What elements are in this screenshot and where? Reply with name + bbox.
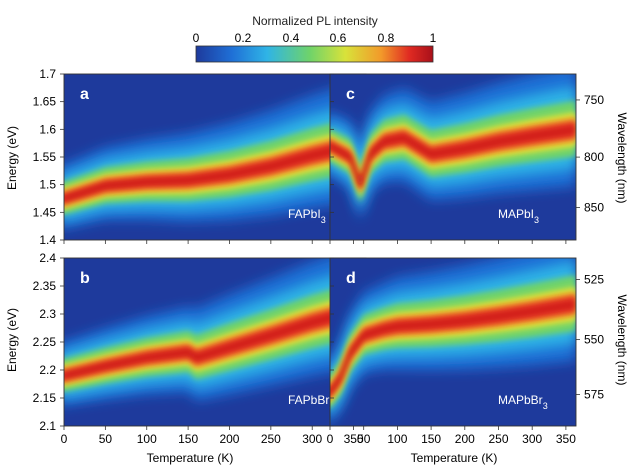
y2-tick-label: 575 bbox=[584, 388, 604, 402]
y2-tick-label: 525 bbox=[584, 273, 604, 287]
xlabel-right: Temperature (K) bbox=[411, 451, 498, 465]
material-label: MAPbBr3 bbox=[498, 393, 548, 411]
heatmap-peak-ridge bbox=[64, 141, 366, 200]
panel-label: d bbox=[346, 270, 356, 287]
y-tick-label: 1.6 bbox=[39, 122, 56, 136]
material-label: MAPbI3 bbox=[498, 207, 539, 225]
x-tick-label: 250 bbox=[261, 432, 281, 446]
colorbar bbox=[195, 45, 434, 63]
y2-tick-label: 850 bbox=[584, 201, 604, 215]
colorbar-label: Normalized PL intensity bbox=[252, 14, 378, 28]
x-tick-label: 50 bbox=[357, 432, 371, 446]
ylabel2-top: Wavelength (nm) bbox=[615, 113, 628, 204]
colorbar-tick-label: 0.2 bbox=[235, 31, 252, 45]
y-tick-label: 2.35 bbox=[33, 279, 57, 293]
panel-label: a bbox=[80, 86, 89, 103]
heatmap-peak-ridge bbox=[64, 306, 366, 378]
heatmap-band bbox=[330, 74, 576, 221]
y2-tick-label: 550 bbox=[584, 333, 604, 347]
panel-a: a FAPbI3 1.4 1.45 1.5 1.55 1.6 1.65 1.7 bbox=[33, 67, 367, 247]
heatmap-peak-ridge bbox=[330, 127, 576, 190]
heatmap-contour bbox=[64, 300, 366, 382]
colorbar-tick-label: 0.8 bbox=[378, 31, 395, 45]
material-label: FAPbI3 bbox=[288, 207, 326, 225]
y-tick-label: 1.65 bbox=[33, 95, 57, 109]
x-tick-label: 350 bbox=[556, 432, 576, 446]
x-tick-label: 300 bbox=[302, 432, 322, 446]
xlabel-left: Temperature (K) bbox=[147, 451, 234, 465]
colorbar-tick-label: 0 bbox=[193, 31, 200, 45]
x-tick-label: 150 bbox=[178, 432, 198, 446]
heatmap-band bbox=[64, 78, 366, 229]
heatmap-contour bbox=[330, 295, 576, 398]
heatmap-band bbox=[64, 258, 366, 406]
y-tick-label: 1.55 bbox=[33, 150, 57, 164]
ylabel-top: Energy (eV) bbox=[5, 126, 19, 190]
panels: a FAPbI3 1.4 1.45 1.5 1.55 1.6 1.65 1.7 c MAPbI3 75… bbox=[33, 67, 605, 446]
colorbar-tick-label: 0.4 bbox=[283, 31, 300, 45]
x-tick-label: 200 bbox=[219, 432, 239, 446]
y-tick-label: 2.2 bbox=[39, 363, 56, 377]
y-tick-label: 2.25 bbox=[33, 335, 57, 349]
panel-label: b bbox=[80, 270, 90, 287]
x-tick-label: 0 bbox=[327, 432, 334, 446]
y-tick-label: 2.15 bbox=[33, 391, 57, 405]
panel-c: c MAPbI3 750 800 850 bbox=[329, 73, 604, 244]
x-tick-label: 50 bbox=[99, 432, 113, 446]
colorbar-tick-label: 0.6 bbox=[330, 31, 347, 45]
y2-tick-label: 750 bbox=[584, 93, 604, 107]
y-tick-label: 1.4 bbox=[39, 233, 56, 247]
x-tick-label: 250 bbox=[488, 432, 508, 446]
y-tick-label: 1.5 bbox=[39, 178, 56, 192]
heatmap-peak-ridge bbox=[330, 302, 576, 394]
x-tick-label: 100 bbox=[137, 432, 157, 446]
heatmap-contour bbox=[64, 134, 366, 204]
y-tick-label: 2.4 bbox=[39, 251, 56, 265]
colorbar-tick-labels: 0 0.2 0.4 0.6 0.8 1 bbox=[193, 31, 437, 45]
panel-d: d MAPbBr3 525 550 575 0 50 100 150 200 250 300 350 bbox=[327, 257, 604, 446]
ylabel2-bottom: Wavelength (nm) bbox=[615, 295, 628, 386]
panel-b: bFAPbBr32.12.152.22.252.32.352.405010015… bbox=[33, 251, 367, 446]
x-tick-label: 300 bbox=[522, 432, 542, 446]
x-tick-label: 200 bbox=[455, 432, 475, 446]
panel-label: c bbox=[346, 86, 355, 103]
x-tick-label: 350 bbox=[344, 432, 364, 446]
y-tick-label: 1.45 bbox=[33, 205, 57, 219]
colorbar-tick-label: 1 bbox=[430, 31, 437, 45]
x-tick-label: 0 bbox=[61, 432, 68, 446]
y-tick-label: 2.1 bbox=[39, 419, 56, 433]
x-tick-label: 150 bbox=[421, 432, 441, 446]
x-tick-label: 100 bbox=[387, 432, 407, 446]
y2-tick-label: 800 bbox=[584, 150, 604, 164]
heatmap-band bbox=[330, 258, 576, 423]
ylabel-bottom: Energy (eV) bbox=[5, 308, 19, 372]
y-tick-label: 2.3 bbox=[39, 307, 56, 321]
y-tick-label: 1.7 bbox=[39, 67, 56, 81]
